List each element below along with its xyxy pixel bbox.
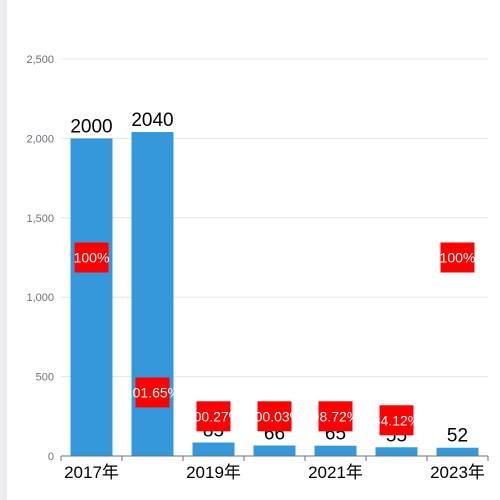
percent-label: 100.03% <box>247 408 302 424</box>
value-label: 2040 <box>131 110 173 131</box>
percent-label: 100% <box>440 250 476 266</box>
percent-badge <box>135 377 170 408</box>
y-tick-label: 1,000 <box>26 292 54 304</box>
left-edge-strip <box>0 0 7 500</box>
percent-badge <box>440 242 475 273</box>
percent-badge <box>379 405 414 436</box>
percent-badge <box>196 401 231 432</box>
x-tick-label: 2023年 <box>430 463 485 482</box>
bar <box>436 447 479 456</box>
grid-lines <box>61 58 488 378</box>
percent-label: 84.12% <box>373 412 420 428</box>
value-label: 52 <box>447 426 468 447</box>
bar <box>375 447 418 456</box>
bar <box>253 445 296 456</box>
bar <box>192 442 235 456</box>
x-tick-label: 2021年 <box>308 463 363 482</box>
y-tick-label: 2,000 <box>26 133 54 145</box>
percent-labels: 100% 101.65% 100.27% 100.03% 98.72% 84.12% 100… <box>74 242 476 436</box>
value-label: 2000 <box>70 116 112 137</box>
percent-label: 101.65% <box>125 384 180 400</box>
bar <box>314 445 357 456</box>
percent-badge <box>74 242 109 273</box>
percent-label: 100% <box>74 250 110 266</box>
percent-label: 100.27% <box>186 408 241 424</box>
y-tick-label: 0 <box>48 451 54 463</box>
x-tick-label: 2017年 <box>64 463 119 482</box>
bar <box>70 138 113 456</box>
axes: 0 500 1,000 1,500 2,000 2,500 2017年 2019年 2021年 2… <box>26 54 489 482</box>
y-tick-label: 2,500 <box>26 54 54 66</box>
percent-badge <box>318 401 353 432</box>
percent-badge <box>257 401 292 432</box>
y-tick-label: 500 <box>36 372 54 384</box>
x-tick-label: 2019年 <box>186 463 241 482</box>
y-tick-label: 1,500 <box>26 213 54 225</box>
percent-label: 98.72% <box>312 408 359 424</box>
